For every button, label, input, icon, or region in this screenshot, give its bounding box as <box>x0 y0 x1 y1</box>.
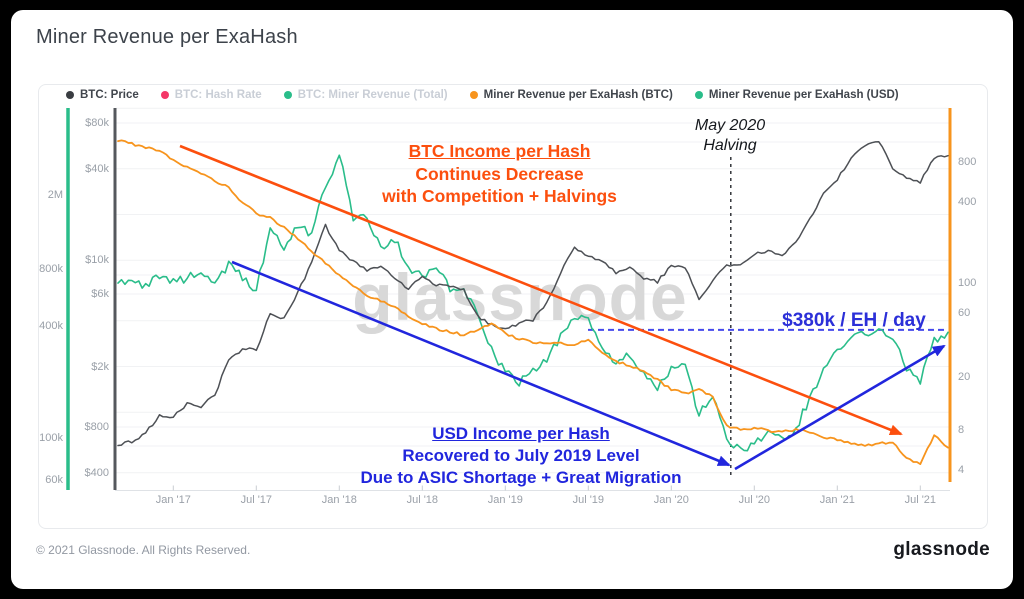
legend-label: Miner Revenue per ExaHash (BTC) <box>483 89 673 101</box>
x-axis-tick: Jul '20 <box>738 494 771 506</box>
price-axis-tick: $6k <box>91 287 109 300</box>
btc-axis-tick: 800 <box>958 156 977 168</box>
x-axis-tick: Jan '20 <box>653 494 689 506</box>
legend-label: Miner Revenue per ExaHash (USD) <box>708 89 899 101</box>
legend-item[interactable]: Miner Revenue per ExaHash (BTC) <box>469 89 673 101</box>
legend-dot-icon <box>160 91 169 99</box>
price-axis-tick: $400 <box>84 466 109 479</box>
x-axis-tick: Jul '21 <box>904 494 937 506</box>
price-axis-tick: $800 <box>84 421 109 433</box>
legend-item[interactable]: BTC: Hash Rate <box>160 89 262 101</box>
x-axis-tick: Jan '21 <box>819 494 855 506</box>
legend-dot-icon <box>469 91 478 99</box>
legend-item[interactable]: Miner Revenue per ExaHash (USD) <box>694 89 899 101</box>
usd-axis-tick: 800k <box>39 263 63 276</box>
legend-dot-icon <box>66 91 74 99</box>
legend-item[interactable]: BTC: Miner Revenue (Total) <box>283 89 448 101</box>
legend-dot-icon <box>283 91 292 99</box>
usd-axis-tick: 100k <box>39 432 63 445</box>
legend-label: BTC: Miner Revenue (Total) <box>297 89 448 101</box>
x-axis-tick: Jan '18 <box>321 494 357 506</box>
x-axis-tick: Jan '17 <box>155 494 191 506</box>
x-axis-tick: Jul '19 <box>572 494 605 506</box>
legend-dot-icon <box>694 91 703 99</box>
x-axis-tick: Jan '19 <box>487 494 523 506</box>
usd-axis-tick: 400k <box>39 319 63 332</box>
btc-axis-tick: 100 <box>958 277 977 289</box>
x-axis-tick: Jul '17 <box>240 494 273 506</box>
legend-label: BTC: Hash Rate <box>174 89 262 101</box>
x-axis-tick: Jul '18 <box>406 494 439 506</box>
price-axis-tick: $2k <box>91 360 109 373</box>
usd-axis-tick: 2M <box>47 189 63 201</box>
page-title: Miner Revenue per ExaHash <box>36 26 298 48</box>
legend-label: BTC: Price <box>80 89 139 101</box>
legend-item[interactable]: BTC: Price <box>66 89 139 101</box>
btc-axis-tick: 400 <box>958 196 977 209</box>
btc-axis-tick: 60 <box>958 306 971 319</box>
btc-axis-tick: 8 <box>958 424 965 436</box>
price-axis-tick: $10k <box>85 254 109 267</box>
price-axis-tick: $80k <box>85 117 109 129</box>
btc-axis-tick: 20 <box>958 370 971 383</box>
usd-axis-tick: 60k <box>45 473 63 486</box>
glassnode-wordmark: glassnode <box>893 539 990 560</box>
price-axis-tick: $40k <box>85 162 109 175</box>
btc-axis-tick: 4 <box>958 464 965 477</box>
footer-copyright: © 2021 Glassnode. All Rights Reserved. <box>36 543 251 557</box>
legend: BTC: Price BTC: Hash Rate BTC: Miner Reven… <box>66 89 899 101</box>
